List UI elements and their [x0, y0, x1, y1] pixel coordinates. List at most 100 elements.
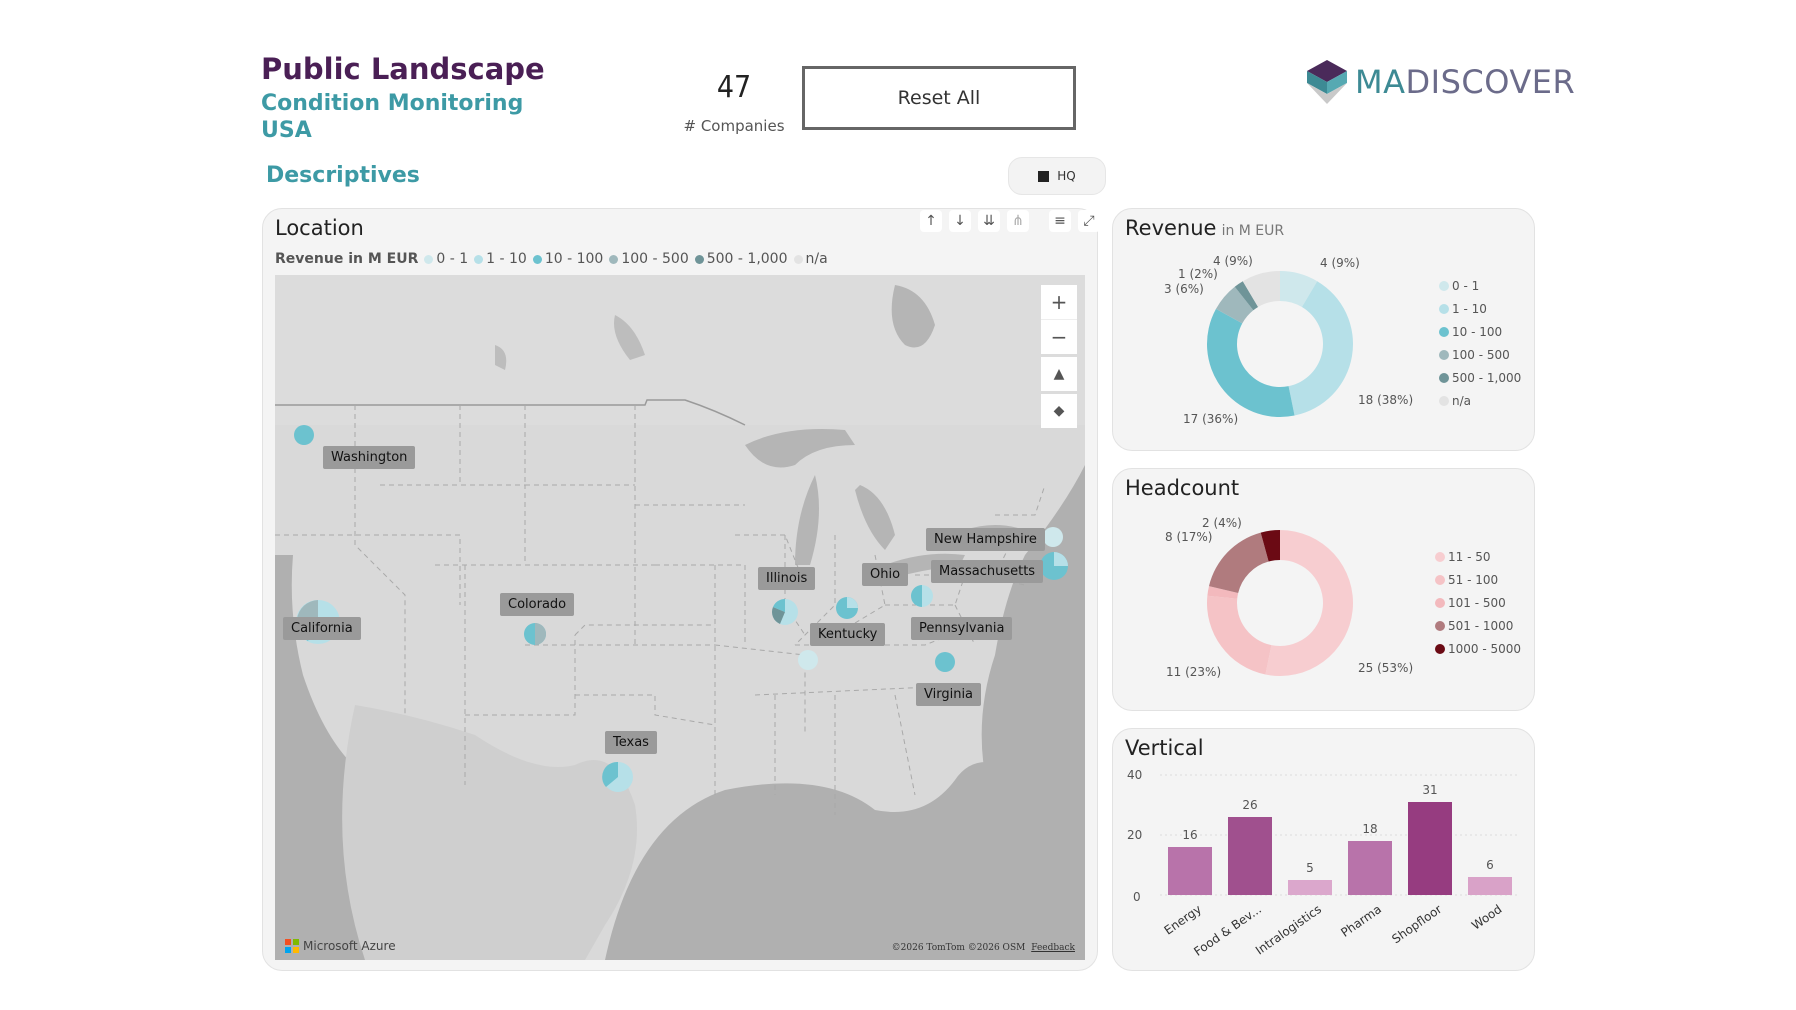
logo-text: MADISCOVER — [1355, 63, 1576, 101]
state-pie-massachusetts[interactable] — [1039, 551, 1069, 581]
headcount-slice[interactable] — [1260, 530, 1280, 562]
revenue-donut-chart[interactable] — [1203, 267, 1357, 421]
legend-dot-icon — [1439, 326, 1449, 337]
legend-item[interactable]: n/a — [793, 251, 828, 267]
category-label: Intralogistics — [1253, 902, 1325, 958]
state-label-pennsylvania[interactable]: Pennsylvania — [911, 617, 1013, 640]
state-pie-virginia[interactable] — [934, 651, 956, 673]
state-label-ohio[interactable]: Ohio — [862, 563, 909, 586]
revenue-slice[interactable] — [1234, 281, 1259, 311]
category-label: Wood — [1468, 902, 1505, 933]
state-label-illinois[interactable]: Illinois — [758, 567, 816, 590]
state-label-new-hampshire[interactable]: New Hampshire — [926, 528, 1045, 551]
legend-item[interactable]: 51 - 100 — [1435, 568, 1521, 591]
map-controls: + − ▲ ◆ — [1041, 285, 1077, 428]
zoom-in-icon[interactable]: + — [1041, 285, 1077, 319]
state-label-massachusetts[interactable]: Massachusetts — [931, 560, 1044, 583]
drill-up-icon[interactable]: ↑ — [920, 210, 942, 232]
legend-item[interactable]: 10 - 100 — [532, 251, 603, 267]
legend-dot-icon — [1435, 620, 1445, 631]
headcount-slice[interactable] — [1265, 530, 1353, 676]
revenue-slice-label: 1 (2%) — [1178, 267, 1218, 281]
legend-dot-icon — [609, 254, 619, 264]
legend-dot-icon — [1439, 349, 1449, 360]
legend-item[interactable]: 0 - 1 — [424, 251, 468, 267]
headcount-donut-chart[interactable] — [1203, 526, 1357, 680]
hq-label: HQ — [1057, 169, 1076, 183]
tilt-icon[interactable]: ▲ — [1041, 357, 1077, 391]
category-label: Pharma — [1338, 902, 1385, 940]
bar[interactable] — [1468, 877, 1512, 895]
revenue-slice[interactable] — [1215, 286, 1254, 324]
state-label-california[interactable]: California — [283, 617, 361, 640]
legend-item[interactable]: 100 - 500 — [609, 251, 689, 267]
filter-icon[interactable]: ≡ — [1049, 210, 1071, 232]
page-title: Public Landscape — [261, 52, 545, 86]
state-pie-new-hampshire[interactable] — [1042, 526, 1064, 548]
legend-dot-icon — [694, 254, 704, 264]
location-legend-title: Revenue in M EUR — [275, 251, 419, 267]
focus-mode-icon[interactable]: ⤢ — [1078, 210, 1100, 232]
state-label-texas[interactable]: Texas — [605, 731, 657, 754]
drill-down-icon[interactable]: ↓ — [949, 210, 971, 232]
visual-toolbar: ↑ ↓ ⇊ ⋔ ≡ ⤢ — [920, 210, 1100, 232]
subtitle-country: USA — [261, 118, 312, 143]
state-pie-ohio[interactable] — [834, 595, 860, 621]
revenue-header: Revenue in M EUR — [1125, 216, 1284, 240]
map-canvas — [275, 275, 1085, 960]
headcount-slice[interactable] — [1208, 532, 1269, 594]
legend-item[interactable]: 1 - 10 — [1439, 297, 1521, 320]
map-feedback-link[interactable]: Feedback — [1031, 943, 1075, 953]
legend-item[interactable]: 500 - 1,000 — [1439, 366, 1521, 389]
bar-value-label: 5 — [1306, 861, 1314, 875]
legend-dot-icon — [1435, 643, 1445, 654]
state-label-washington[interactable]: Washington — [323, 446, 416, 469]
state-label-virginia[interactable]: Virginia — [916, 683, 982, 706]
compass-icon[interactable]: ◆ — [1041, 394, 1077, 428]
legend-item[interactable]: 501 - 1000 — [1435, 614, 1521, 637]
state-pie-colorado[interactable] — [522, 621, 548, 647]
bar[interactable] — [1228, 817, 1272, 895]
headcount-slice[interactable] — [1207, 595, 1272, 675]
usa-map[interactable]: Washington California Colorado Texas Ill… — [275, 275, 1085, 960]
legend-item[interactable]: 10 - 100 — [1439, 320, 1521, 343]
state-pie-texas[interactable] — [601, 760, 635, 794]
legend-item[interactable]: 11 - 50 — [1435, 545, 1521, 568]
revenue-slice[interactable] — [1242, 271, 1280, 308]
revenue-slice[interactable] — [1280, 271, 1318, 308]
bar[interactable] — [1348, 841, 1392, 895]
state-pie-kentucky[interactable] — [797, 649, 819, 671]
bar[interactable] — [1408, 802, 1452, 895]
legend-dot-icon — [793, 254, 803, 264]
reset-all-button[interactable]: Reset All — [802, 66, 1076, 130]
legend-item[interactable]: 101 - 500 — [1435, 591, 1521, 614]
logo-cube-icon — [1307, 60, 1347, 104]
zoom-out-icon[interactable]: − — [1041, 319, 1077, 354]
location-legend: Revenue in M EUR 0 - 1 1 - 10 10 - 100 1… — [275, 251, 828, 267]
revenue-slice[interactable] — [1288, 281, 1353, 416]
legend-item[interactable]: 0 - 1 — [1439, 274, 1521, 297]
revenue-slice-label: 4 (9%) — [1320, 256, 1360, 270]
state-pie-washington[interactable] — [292, 423, 316, 447]
legend-item[interactable]: 500 - 1,000 — [694, 251, 788, 267]
legend-item[interactable]: 100 - 500 — [1439, 343, 1521, 366]
state-label-colorado[interactable]: Colorado — [500, 593, 575, 616]
revenue-slice[interactable] — [1207, 308, 1295, 417]
state-label-kentucky[interactable]: Kentucky — [810, 623, 886, 646]
category-label: Shopfloor — [1389, 902, 1445, 947]
expand-next-level-icon[interactable]: ⇊ — [978, 210, 1000, 232]
legend-dot-icon — [474, 254, 484, 264]
headcount-slice-label: 11 (23%) — [1166, 665, 1222, 679]
headcount-slice[interactable] — [1207, 586, 1239, 599]
legend-item[interactable]: n/a — [1439, 389, 1521, 412]
bar[interactable] — [1168, 847, 1212, 895]
legend-item[interactable]: 1000 - 5000 — [1435, 637, 1521, 660]
state-pie-pennsylvania[interactable] — [909, 583, 935, 609]
legend-item[interactable]: 1 - 10 — [474, 251, 527, 267]
hierarchy-icon[interactable]: ⋔ — [1007, 210, 1029, 232]
legend-dot-icon — [1435, 574, 1445, 585]
bar[interactable] — [1288, 880, 1332, 895]
state-pie-illinois[interactable] — [770, 597, 800, 627]
y-tick-label: 40 — [1127, 768, 1143, 782]
hq-legend-button[interactable]: HQ — [1008, 157, 1106, 195]
